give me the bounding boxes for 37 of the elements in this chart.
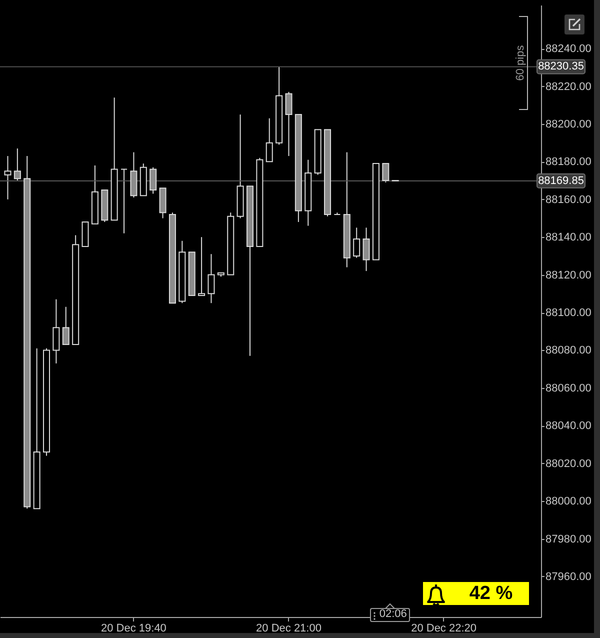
- y-tick-label: 88180.00: [546, 156, 592, 168]
- candlestick: [62, 306, 70, 346]
- y-tick-label: 88240.00: [546, 43, 592, 56]
- label-box: 42 %: [423, 582, 529, 605]
- x-tick-label: 20 Dec 21:00: [256, 622, 322, 634]
- y-tick-label: 88020.00: [546, 458, 592, 470]
- y-tick-label: 88080.00: [546, 344, 592, 357]
- candlestick: [362, 227, 370, 272]
- ref-line-label: 88230.35: [538, 60, 584, 73]
- ref-line-label: 88169.85: [538, 174, 584, 187]
- candlestick: [382, 163, 390, 183]
- y-tick-label: 88200.00: [546, 118, 592, 130]
- y-tick-label: 88220.00: [546, 80, 592, 93]
- y-tick-label: 88140.00: [546, 232, 592, 244]
- candlestick: [353, 227, 360, 258]
- y-tick-label: 88160.00: [546, 194, 592, 206]
- y-tick-label: 87960.00: [546, 570, 592, 583]
- candlestick: [14, 148, 21, 182]
- x-tick-label: 20 Dec 19:40: [100, 622, 166, 634]
- y-tick-label: 88060.00: [546, 382, 592, 394]
- candlestick: [4, 156, 12, 200]
- candlestick: [208, 254, 215, 304]
- candlestick: [266, 118, 273, 162]
- annotation: 42 %: [468, 582, 514, 605]
- candlestick: [52, 298, 60, 364]
- y-tick-label: 88000.00: [546, 496, 592, 508]
- y-tick-label: 87980.00: [546, 533, 592, 546]
- y-tick-label: 88120.00: [546, 269, 592, 282]
- candlestick: [285, 91, 292, 157]
- y-tick-label: 88100.00: [546, 307, 592, 320]
- y-tick-label: 88040.00: [546, 420, 592, 432]
- candlestick: [198, 236, 206, 296]
- candlestick: [120, 168, 128, 234]
- annotation: 02:06: [379, 608, 407, 620]
- candlestick: [150, 166, 157, 194]
- annotation: 60 pips: [514, 45, 526, 81]
- x-tick-label: 20 Dec 22:20: [411, 622, 477, 634]
